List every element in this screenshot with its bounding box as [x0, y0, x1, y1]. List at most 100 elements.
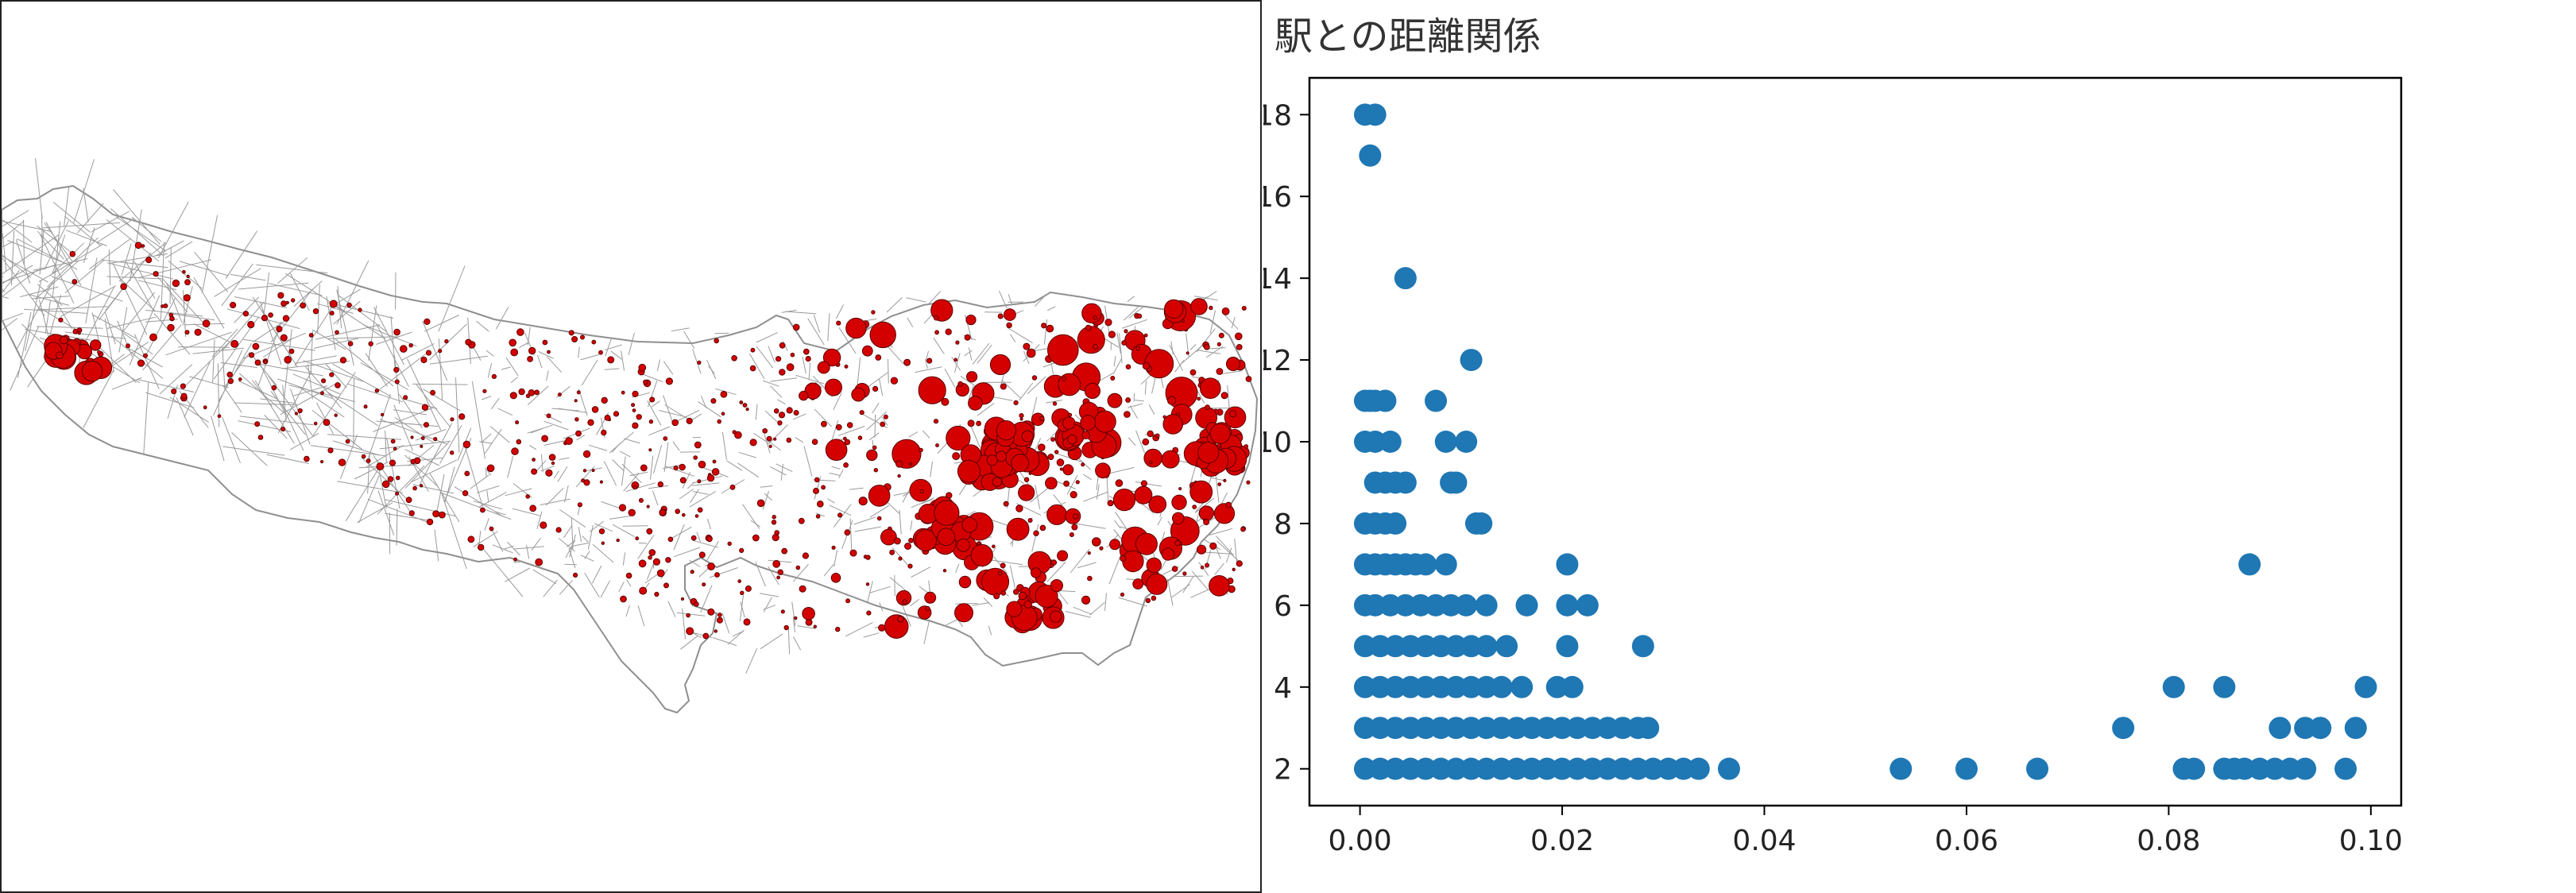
boundary-line [239, 416, 314, 426]
station-marker [625, 572, 632, 579]
boundary-line [365, 444, 404, 469]
boundary-line [385, 512, 431, 521]
boundary-line [983, 597, 993, 608]
station-marker [942, 569, 947, 573]
station-marker [798, 517, 805, 524]
boundary-line [404, 442, 450, 489]
boundary-line [332, 363, 392, 397]
station-marker [591, 406, 599, 413]
boundary-line [368, 305, 377, 361]
boundary-line [118, 307, 128, 353]
boundary-line [601, 501, 621, 509]
boundary-line [588, 444, 608, 451]
scatter-points [1353, 103, 2377, 780]
boundary-line [887, 346, 904, 365]
boundary-line [108, 249, 111, 286]
boundary-line [91, 312, 100, 346]
boundary-line [52, 202, 91, 233]
boundary-line [337, 481, 403, 493]
boundary-line [131, 216, 162, 242]
station-marker [1174, 539, 1181, 547]
station-marker [734, 431, 742, 439]
boundary-line [777, 399, 786, 405]
boundary-line [673, 524, 685, 551]
station-marker [714, 629, 717, 633]
station-marker [1142, 438, 1150, 446]
station-marker [1167, 396, 1177, 405]
boundary-line [874, 414, 876, 438]
boundary-line [358, 464, 417, 469]
scatter-point [1434, 431, 1457, 453]
station-marker [410, 458, 416, 465]
station-marker [458, 413, 466, 420]
station-marker [1221, 307, 1230, 315]
station-marker [465, 338, 472, 346]
boundary-line [439, 492, 512, 520]
boundary-line [591, 565, 602, 584]
station-marker [890, 377, 899, 385]
station-marker [933, 315, 939, 321]
station-marker [408, 510, 415, 516]
boundary-line [1046, 561, 1066, 582]
boundary-line [792, 617, 795, 633]
scatter-point [2162, 675, 2185, 698]
boundary-line [609, 431, 634, 454]
station-marker [1186, 351, 1189, 355]
station-marker [202, 319, 211, 328]
station-marker [1047, 454, 1054, 461]
boundary-line [401, 397, 438, 409]
station-marker [743, 618, 751, 626]
scatter-point [2026, 757, 2048, 780]
boundary-line [709, 567, 738, 578]
boundary-line [663, 395, 674, 423]
boundary-line [487, 363, 493, 378]
station-marker [516, 439, 522, 445]
station-marker [889, 549, 895, 555]
boundary-line [33, 296, 70, 300]
boundary-line [256, 264, 328, 274]
station-marker [1223, 478, 1227, 483]
boundary-line [587, 524, 594, 550]
station-marker [300, 302, 307, 309]
boundary-line [863, 632, 880, 638]
station-marker [909, 462, 913, 466]
scatter-point [1394, 267, 1417, 290]
station-marker [871, 310, 876, 315]
boundary-line [1194, 296, 1218, 301]
station-marker [450, 417, 454, 422]
boundary-line [910, 598, 920, 607]
boundary-line [605, 338, 613, 357]
station-marker [964, 334, 971, 341]
boundary-line [1083, 474, 1093, 481]
boundary-line [2, 318, 18, 331]
station-marker [180, 383, 186, 389]
boundary-line [337, 286, 342, 329]
boundary-line [1010, 334, 1016, 342]
boundary-line [2, 210, 29, 227]
station-marker [304, 455, 310, 462]
boundary-line [2, 255, 48, 283]
boundary-line [376, 331, 412, 345]
boundary-line [1096, 484, 1100, 500]
boundary-line [1209, 310, 1216, 334]
boundary-line [295, 355, 337, 364]
boundary-line [193, 323, 230, 343]
boundary-line [121, 243, 132, 276]
station-marker [347, 341, 354, 346]
station-marker [750, 347, 756, 353]
station-marker [714, 572, 720, 578]
boundary-line [311, 445, 385, 457]
station-marker [450, 450, 454, 455]
map-panel [0, 0, 1262, 893]
boundary-line [234, 296, 260, 323]
boundary-line [663, 464, 683, 470]
station-marker [548, 454, 556, 461]
station-marker [271, 385, 277, 391]
boundary-line [495, 307, 509, 330]
scatter-chart: 0.00 0.02 0.04 0.06 0.08 0.10 2 4 6 8 10 12 14 16 18 [1263, 76, 2403, 857]
station-marker [69, 250, 76, 257]
boundary-line [1214, 562, 1224, 575]
scatter-point [1576, 593, 1599, 617]
station-marker [254, 359, 261, 366]
boundary-line [795, 374, 825, 385]
